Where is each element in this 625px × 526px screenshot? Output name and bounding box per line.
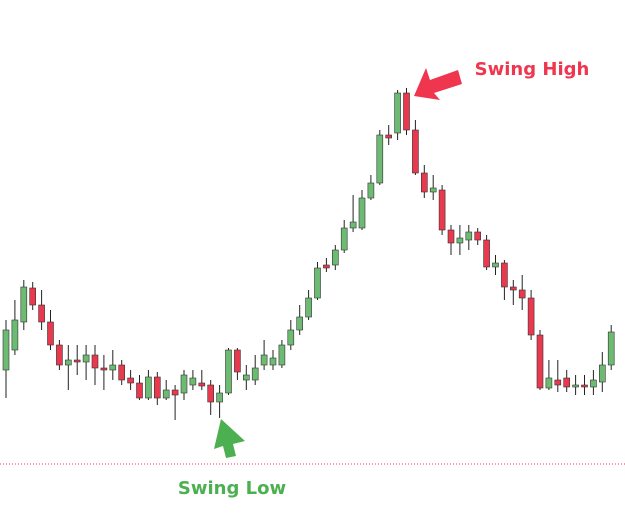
candle-body	[483, 239, 490, 268]
candle-body	[47, 321, 54, 346]
candle-body	[296, 316, 304, 331]
candle-body	[536, 334, 544, 389]
candle-body	[412, 129, 419, 174]
candle-body	[82, 354, 90, 363]
candle-body	[287, 329, 295, 346]
candle-body	[127, 377, 134, 384]
candle-body	[376, 134, 384, 184]
candle-body	[162, 389, 170, 399]
candle-body	[456, 237, 464, 244]
candle-body	[109, 364, 117, 371]
candle-body	[581, 384, 588, 388]
candle-body	[278, 344, 286, 366]
candle-body	[590, 379, 597, 388]
candle-body	[171, 389, 179, 396]
swing-low-label: Swing Low	[178, 478, 286, 499]
candle-body	[367, 182, 375, 199]
candle-body	[225, 349, 232, 394]
candle-body	[56, 344, 63, 366]
candle-body	[29, 287, 37, 306]
candle-body	[20, 286, 28, 323]
swing-low-arrow	[214, 419, 245, 458]
candle-body	[216, 392, 223, 403]
candle-body	[118, 364, 125, 381]
candle-body	[349, 221, 357, 229]
candle-body	[447, 229, 455, 244]
candle-body	[314, 267, 321, 299]
candle-body	[323, 264, 330, 269]
candle-body	[554, 379, 562, 386]
candle-body	[358, 197, 366, 229]
candle-body	[598, 364, 606, 383]
candle-body	[207, 384, 214, 403]
candle-body	[420, 172, 428, 193]
candle-body	[269, 357, 277, 366]
candle-body	[492, 262, 499, 268]
swing-high-label: Swing High	[475, 59, 590, 80]
candle-body	[572, 384, 579, 388]
candle-body	[234, 349, 241, 373]
candle-body	[243, 374, 250, 381]
candle-body	[260, 354, 268, 366]
candle-body	[429, 187, 437, 193]
candle-body	[607, 331, 615, 366]
candle-body	[145, 376, 152, 399]
candle-body	[563, 377, 571, 388]
candle-body	[189, 377, 197, 386]
candle-body	[100, 367, 108, 371]
candle-body	[474, 231, 482, 241]
candle-body	[527, 297, 535, 336]
candle-body	[501, 262, 508, 288]
candle-body	[136, 382, 143, 399]
candle-body	[518, 289, 526, 299]
candle-body	[340, 227, 348, 251]
candle-body	[73, 359, 81, 363]
candle-body	[65, 359, 72, 366]
candle-body	[394, 92, 401, 134]
candle-body	[38, 304, 45, 323]
candle-body	[465, 231, 473, 241]
candle-body	[180, 374, 188, 394]
swing-high-arrow	[414, 68, 462, 100]
candle-body	[509, 286, 517, 291]
candle-body	[545, 377, 553, 389]
candle-body	[251, 367, 259, 381]
candle-body	[403, 92, 410, 131]
candle-body	[438, 189, 446, 231]
candle-body	[11, 319, 19, 351]
candle-body	[2, 329, 10, 371]
candle-body	[385, 134, 393, 139]
candle-body	[331, 249, 339, 266]
candle-body	[91, 354, 99, 369]
candle-body	[198, 382, 206, 387]
candle-body	[154, 376, 161, 399]
candle-body	[305, 297, 312, 318]
